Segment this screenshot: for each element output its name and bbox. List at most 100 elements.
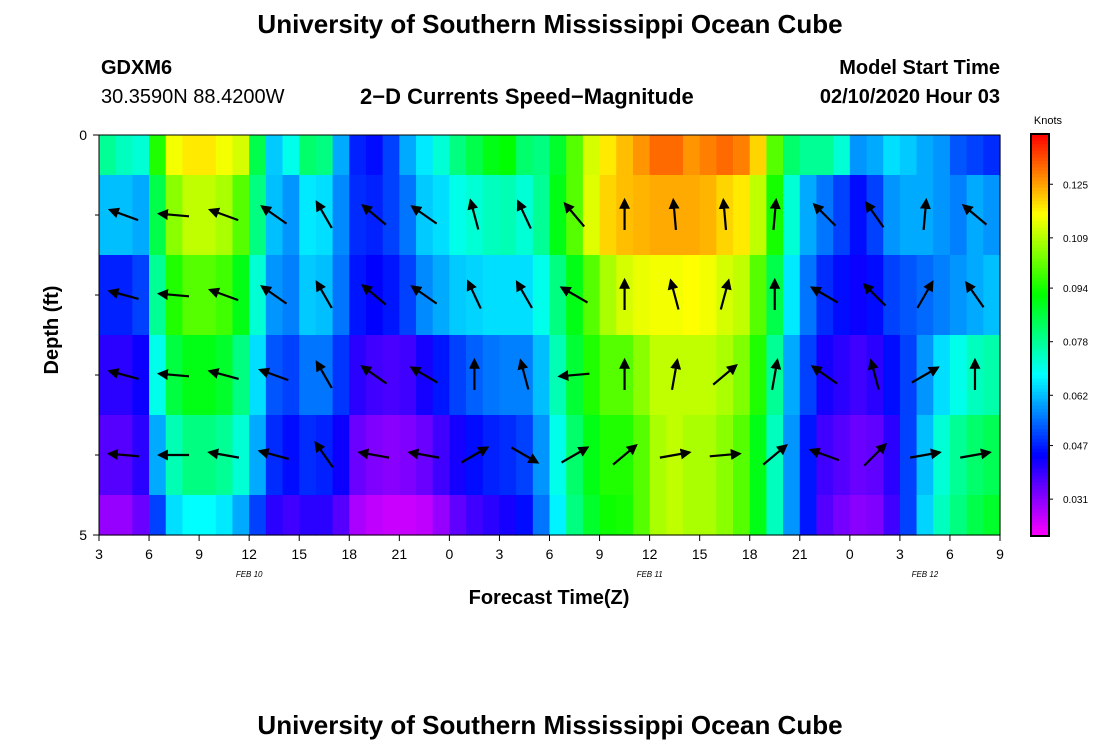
heat-cell [315,495,334,536]
current-arrow [257,448,289,460]
x-tick-label: 9 [996,546,1004,562]
colorbar-swatch [1031,529,1049,534]
colorbar-swatch [1031,304,1049,309]
current-arrow [909,448,942,460]
colorbar-swatch [1031,301,1049,306]
heat-cell [265,135,284,176]
heat-cell [399,335,417,416]
current-arrow [315,200,333,229]
x-tick-label: 12 [241,546,257,562]
colorbar-swatch [1031,462,1049,467]
current-arrow [659,448,692,460]
current-arrow [862,282,887,307]
heat-cell [649,255,667,336]
colorbar-swatch [1031,358,1049,363]
heat-cell [132,415,150,496]
heat-cell [933,255,951,336]
colorbar-swatch [1031,298,1049,303]
colorbar-swatch [1031,227,1049,232]
heat-cell [432,175,450,256]
y-tick-label: 5 [79,527,87,543]
heat-cell [699,135,717,176]
heat-cell [866,135,884,176]
colorbar-swatch [1031,469,1049,473]
heat-cell [833,335,851,416]
heat-cell [799,495,818,536]
heat-cell [199,255,217,336]
x-tick-label: 18 [341,546,357,562]
heat-cell [182,175,200,256]
current-arrow [361,283,387,306]
heat-cell [99,255,117,336]
colorbar-swatch [1031,144,1049,148]
heat-cell [249,255,267,336]
heat-cell [349,335,367,416]
heat-cell [682,415,701,496]
heat-cell [933,175,951,256]
heat-cell [449,335,467,416]
colorbar-swatch [1031,395,1049,400]
colorbar-swatch [1031,211,1049,215]
heat-cell [983,135,1001,176]
heat-cell [933,415,951,496]
colorbar-swatch [1031,207,1049,212]
colorbar-swatch [1031,187,1049,192]
heat-cell [499,255,517,336]
heat-cell [849,135,868,176]
heat-cell [983,335,1001,416]
heat-cell [432,415,450,496]
page-title: University of Southern Mississippi Ocean… [257,9,843,39]
current-arrow [516,199,532,230]
current-arrow [965,280,985,308]
heat-cell [182,415,200,496]
colorbar-swatch [1031,247,1049,252]
current-arrow [409,366,438,384]
x-tick-label: 9 [195,546,203,562]
colorbar-tick-label: 0.125 [1063,180,1088,191]
heat-cell [99,415,117,496]
heat-cell [866,495,884,536]
current-arrow [559,286,589,304]
colorbar-swatch [1031,331,1049,336]
x-tick-label: 15 [692,546,708,562]
current-arrow [867,358,880,390]
colorbar-swatch [1031,157,1049,162]
colorbar-swatch [1031,509,1049,514]
colorbar-swatch [1031,257,1049,262]
current-arrow [407,448,440,460]
current-arrow [667,278,680,310]
current-arrow [258,367,289,382]
colorbar-swatch [1031,308,1049,313]
heat-cell [599,335,617,416]
colorbar-swatch [1031,338,1049,343]
heat-cell [699,495,717,536]
colorbar-swatch [1031,472,1049,477]
heat-cell [432,495,450,536]
heat-cell [649,415,667,496]
heat-cell [516,135,534,176]
heat-cell [582,415,601,496]
current-arrow [260,205,288,225]
heat-cell [416,135,434,176]
heat-cell [983,415,1001,496]
heat-cell [632,335,651,416]
colorbar-swatch [1031,147,1049,152]
current-arrow [357,448,390,460]
colorbar-swatch [1031,495,1049,500]
heat-cell [666,495,684,536]
heat-cell [582,135,601,176]
heat-cell [632,495,651,536]
colorbar-swatch [1031,412,1049,416]
heat-cell [332,135,350,176]
colorbar-swatch [1031,458,1049,463]
heat-cell [883,415,901,496]
current-arrow [557,370,590,382]
heat-cell [599,175,617,256]
current-arrow [156,288,190,300]
heat-cell [616,135,634,176]
heat-cell [849,255,868,336]
current-arrow [718,197,730,231]
heat-cell [883,335,901,416]
current-arrow [510,446,540,464]
